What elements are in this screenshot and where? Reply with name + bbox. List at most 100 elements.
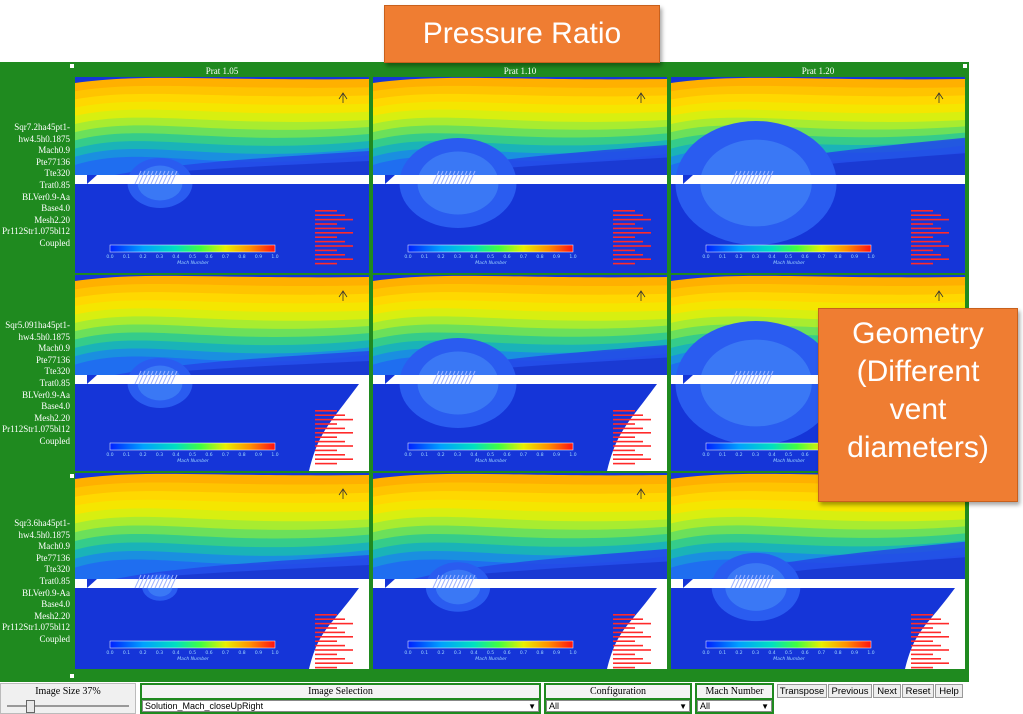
colorbar-tick-label: 0.2 <box>437 452 444 458</box>
image-size-control: Image Size 37% <box>0 683 136 714</box>
colorbar-tick-label: 0.6 <box>801 650 808 656</box>
image-selection-select[interactable]: Solution_Mach_closeUpRight ▼ <box>142 700 539 712</box>
colorbar-tick-label: 0.3 <box>752 254 759 260</box>
colorbar-tick-label: 0.5 <box>189 650 196 656</box>
image-size-slider-track[interactable] <box>7 705 129 707</box>
colorbar-tick-label: 0.7 <box>818 650 825 656</box>
row-label-line: Sqr7.2ha45pt1- <box>14 122 70 132</box>
colorbar-tick-label: 0.2 <box>437 650 444 656</box>
colorbar-tick-label: 0.8 <box>834 254 841 260</box>
column-header-prat-1-10[interactable]: Prat 1.10 <box>503 66 537 76</box>
colorbar-tick-label: 0.6 <box>205 452 212 458</box>
colorbar-tick-label: 0.3 <box>156 254 163 260</box>
contour-image-cell[interactable]: 0.0 0.1 0.2 0.3 0.4 0.5 0.6 0.7 0.8 0.9 1.0 Mach Nu… <box>373 275 667 471</box>
row-label-line: Tte320 <box>44 564 71 575</box>
colorbar-tick-label: 0.8 <box>238 650 245 656</box>
colorbar-tick-label: 0.9 <box>851 254 858 260</box>
colorbar-tick-label: 0.7 <box>520 452 527 458</box>
contour-image-cell[interactable]: 0.0 0.1 0.2 0.3 0.4 0.5 0.6 0.7 0.8 0.9 1.0 Mach Nu… <box>373 473 667 669</box>
colorbar-tick-label: 0.9 <box>553 254 560 260</box>
row-label-line: hw4.5h0.1875 <box>18 331 71 342</box>
row-label-line: Tte320 <box>44 168 71 179</box>
image-size-slider-thumb[interactable] <box>25 700 35 713</box>
colorbar-tick-label: 0.1 <box>123 452 130 458</box>
row-label-line: BLVer0.9-Aa <box>22 587 70 598</box>
colorbar-tick-label: 0.5 <box>785 452 792 458</box>
colorbar-tick-label: 0.2 <box>437 254 444 260</box>
row-label-line: Base4.0 <box>41 599 70 610</box>
colorbar-tick-label: 0.3 <box>156 650 163 656</box>
colorbar-tick-label: 0.0 <box>404 452 411 458</box>
row-label-line: Pte77136 <box>35 552 70 563</box>
colorbar-tick-label: 0.8 <box>834 650 841 656</box>
row-label-line: Trat0.85 <box>39 179 70 190</box>
colorbar-tick-label: 1.0 <box>271 650 278 656</box>
row-label-line: Mach0.9 <box>38 343 70 354</box>
configuration-select[interactable]: All ▼ <box>546 700 690 712</box>
colorbar-title: Mach Number <box>177 656 210 662</box>
row-label-line: Mach0.9 <box>38 145 70 156</box>
chevron-down-icon: ▼ <box>761 702 769 711</box>
contour-image-cell[interactable]: 0.0 0.1 0.2 0.3 0.4 0.5 0.6 0.7 0.8 0.9 1.0 Mach Nu… <box>75 275 369 471</box>
colorbar-tick-label: 0.3 <box>752 650 759 656</box>
colorbar-tick-label: 0.1 <box>719 254 726 260</box>
colorbar-tick-label: 0.5 <box>785 650 792 656</box>
geometry-callout-line: vent <box>889 393 947 426</box>
colorbar-tick-label: 0.5 <box>487 254 494 260</box>
row-label-line: Pte77136 <box>35 156 70 167</box>
column-header-prat-1-05[interactable]: Prat 1.05 <box>205 66 239 76</box>
colorbar-tick-label: 0.0 <box>404 254 411 260</box>
contour-image-cell[interactable]: 0.0 0.1 0.2 0.3 0.4 0.5 0.6 0.7 0.8 0.9 1.0 Mach Nu… <box>671 473 965 669</box>
colorbar-tick-label: 0.1 <box>719 650 726 656</box>
row-label-line: BLVer0.9-Aa <box>22 389 70 400</box>
row-label-line: Mesh2.20 <box>34 610 70 621</box>
column-header-prat-1-20[interactable]: Prat 1.20 <box>801 66 835 76</box>
colorbar-tick-label: 0.0 <box>702 254 709 260</box>
row-label-geometry-1[interactable]: Sqr7.2ha45pt1- hw4.5h0.1875 Mach0.9 Pte7713… <box>0 122 70 250</box>
colorbar-tick-label: 0.4 <box>470 452 477 458</box>
row-label-line: BLVer0.9-Aa <box>22 191 70 202</box>
row-label-line: Mach0.9 <box>38 541 70 552</box>
colorbar-tick-label: 0.7 <box>222 254 229 260</box>
colorbar-title: Mach Number <box>773 656 806 662</box>
colorbar-tick-label: 0.1 <box>421 650 428 656</box>
next-button[interactable]: Next <box>873 684 901 698</box>
resize-handle[interactable] <box>70 474 74 478</box>
colorbar-tick-label: 0.3 <box>454 452 461 458</box>
contour-image-cell[interactable]: 0.0 0.1 0.2 0.3 0.4 0.5 0.6 0.7 0.8 0.9 1.0 Mach Nu… <box>373 77 667 273</box>
colorbar-tick-label: 0.1 <box>421 452 428 458</box>
contour-image-cell[interactable]: 0.0 0.1 0.2 0.3 0.4 0.5 0.6 0.7 0.8 0.9 1.0 Mach Nu… <box>75 473 369 669</box>
help-button[interactable]: Help <box>935 684 963 698</box>
transpose-button[interactable]: Transpose <box>777 684 827 698</box>
previous-button[interactable]: Previous <box>828 684 872 698</box>
colorbar-tick-label: 0.5 <box>487 650 494 656</box>
row-label-geometry-2[interactable]: Sqr5.091ha45pt1- hw4.5h0.1875 Mach0.9 Pte77… <box>0 320 70 448</box>
row-label-line: Mesh2.20 <box>34 214 70 225</box>
colorbar-title: Mach Number <box>475 458 508 464</box>
colorbar-tick-label: 0.9 <box>851 650 858 656</box>
colorbar-tick-label: 0.0 <box>106 254 113 260</box>
resize-handle[interactable] <box>963 64 967 68</box>
mach-number-select[interactable]: All ▼ <box>697 700 772 712</box>
contour-image-cell[interactable]: 0.0 0.1 0.2 0.3 0.4 0.5 0.6 0.7 0.8 0.9 1.0 Mach Nu… <box>75 77 369 273</box>
colorbar-tick-label: 0.9 <box>255 650 262 656</box>
row-label-geometry-3[interactable]: Sqr3.6ha45pt1- hw4.5h0.1875 Mach0.9 Pte7713… <box>0 518 70 646</box>
image-selection-control: Image Selection Solution_Mach_closeUpRig… <box>140 683 541 714</box>
mach-contour-plot: 0.0 0.1 0.2 0.3 0.4 0.5 0.6 0.7 0.8 0.9 1.0 Mach Nu… <box>373 77 667 273</box>
row-label-line: Pr112Str1.075bl12 <box>2 622 70 633</box>
mach-number-control: Mach Number All ▼ <box>695 683 774 714</box>
mach-contour-plot: 0.0 0.1 0.2 0.3 0.4 0.5 0.6 0.7 0.8 0.9 1.0 Mach Nu… <box>373 275 667 471</box>
colorbar-tick-label: 0.6 <box>503 452 510 458</box>
colorbar-tick-label: 0.2 <box>139 452 146 458</box>
resize-handle[interactable] <box>70 674 74 678</box>
row-label-line: Base4.0 <box>41 401 70 412</box>
colorbar-tick-label: 0.2 <box>139 650 146 656</box>
control-bar: Image Size 37% Image Selection Solution_… <box>0 683 1023 714</box>
resize-handle[interactable] <box>70 64 74 68</box>
colorbar-tick-label: 0.7 <box>222 452 229 458</box>
colorbar-tick-label: 0.4 <box>172 650 179 656</box>
reset-button[interactable]: Reset <box>902 684 934 698</box>
colorbar-tick-label: 0.7 <box>520 650 527 656</box>
contour-image-cell[interactable]: 0.0 0.1 0.2 0.3 0.4 0.5 0.6 0.7 0.8 0.9 1.0 Mach Nu… <box>671 77 965 273</box>
colorbar-tick-label: 0.2 <box>735 650 742 656</box>
